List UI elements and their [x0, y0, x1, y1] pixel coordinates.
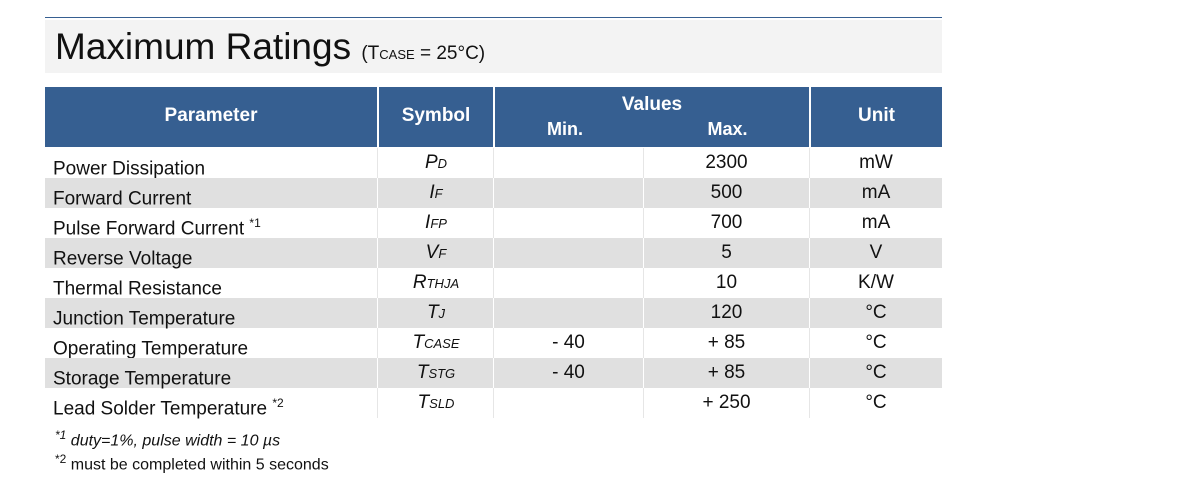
- parameter-cell: Power Dissipation: [53, 158, 206, 180]
- parameter-cell: Lead Solder Temperature *2: [53, 396, 284, 420]
- symbol-cell: IF: [429, 182, 443, 203]
- min-cell: [494, 178, 643, 208]
- max-cell: 120: [710, 302, 743, 323]
- page-title: Maximum Ratings (TCASE = 25°C): [55, 26, 485, 68]
- symbol-cell: PD: [424, 152, 448, 173]
- header-values: Values Min. Max.: [495, 87, 809, 147]
- parameter-cell: Thermal Resistance: [53, 278, 222, 300]
- footnote-1: *1 duty=1%, pulse width = 10 µs: [55, 428, 281, 450]
- parameter-cell: Storage Temperature: [53, 368, 232, 390]
- table-row: Lead Solder Temperature *2 TSLD + 250 °C: [45, 388, 942, 420]
- parameter-cell: Forward Current: [53, 188, 192, 210]
- symbol-cell: RTHJA: [412, 272, 460, 293]
- symbol-cell: TSTG: [416, 362, 456, 383]
- max-cell: 2300: [705, 152, 748, 173]
- table-row: Forward Current IF 500 mA: [45, 178, 942, 210]
- min-cell: - 40: [552, 362, 585, 383]
- max-cell: 500: [710, 182, 743, 203]
- symbol-cell: TJ: [426, 302, 446, 323]
- table-row: Operating Temperature TCASE - 40 + 85 °C: [45, 328, 942, 360]
- table-row: Power Dissipation PD 2300 mW: [45, 148, 942, 180]
- min-cell: [494, 298, 643, 328]
- header-unit: Unit: [811, 87, 942, 147]
- table-row: Thermal Resistance RTHJA 10 K/W: [45, 268, 942, 300]
- symbol-cell: IFP: [425, 212, 447, 233]
- min-cell: [494, 148, 643, 178]
- max-cell: 5: [721, 242, 732, 263]
- table-row: Pulse Forward Current *1 IFP 700 mA: [45, 208, 942, 240]
- min-cell: - 40: [552, 332, 585, 353]
- min-cell: [494, 388, 643, 418]
- footnote-2: *2 must be completed within 5 seconds: [55, 452, 329, 474]
- unit-cell: °C: [865, 362, 887, 383]
- top-rule: [45, 17, 942, 18]
- header-min: Min.: [547, 119, 583, 139]
- header-parameter: Parameter: [45, 87, 377, 147]
- title-condition: (TCASE = 25°C): [361, 43, 486, 64]
- max-cell: + 250: [702, 392, 751, 413]
- max-cell: + 85: [707, 332, 746, 353]
- unit-cell: mA: [861, 212, 891, 233]
- unit-cell: °C: [865, 332, 887, 353]
- symbol-cell: TSLD: [417, 392, 455, 413]
- unit-cell: °C: [865, 302, 887, 323]
- header-symbol: Symbol: [379, 87, 493, 147]
- unit-cell: mA: [861, 182, 891, 203]
- footnotes: *1 duty=1%, pulse width = 10 µs *2 must …: [55, 426, 329, 475]
- title-main: Maximum Ratings: [55, 26, 352, 67]
- parameter-cell: Pulse Forward Current *1: [53, 216, 261, 240]
- max-cell: 700: [710, 212, 743, 233]
- header-max: Max.: [707, 119, 748, 139]
- max-cell: 10: [715, 272, 738, 293]
- parameter-cell: Reverse Voltage: [53, 248, 193, 270]
- parameter-cell: Operating Temperature: [53, 338, 249, 360]
- title-box: Maximum Ratings (TCASE = 25°C): [45, 20, 942, 73]
- symbol-cell: TCASE: [412, 332, 460, 353]
- min-cell: [494, 238, 643, 268]
- unit-cell: K/W: [858, 272, 894, 293]
- table-row: Junction Temperature TJ 120 °C: [45, 298, 942, 330]
- min-cell: [494, 208, 643, 238]
- min-cell: [494, 268, 643, 298]
- unit-cell: V: [869, 242, 883, 263]
- symbol-cell: VF: [425, 242, 447, 263]
- table-row: Reverse Voltage VF 5 V: [45, 238, 942, 270]
- parameter-cell: Junction Temperature: [53, 308, 236, 330]
- unit-cell: °C: [865, 392, 887, 413]
- unit-cell: mW: [859, 152, 893, 173]
- max-cell: + 85: [707, 362, 746, 383]
- table-row: Storage Temperature TSTG - 40 + 85 °C: [45, 358, 942, 390]
